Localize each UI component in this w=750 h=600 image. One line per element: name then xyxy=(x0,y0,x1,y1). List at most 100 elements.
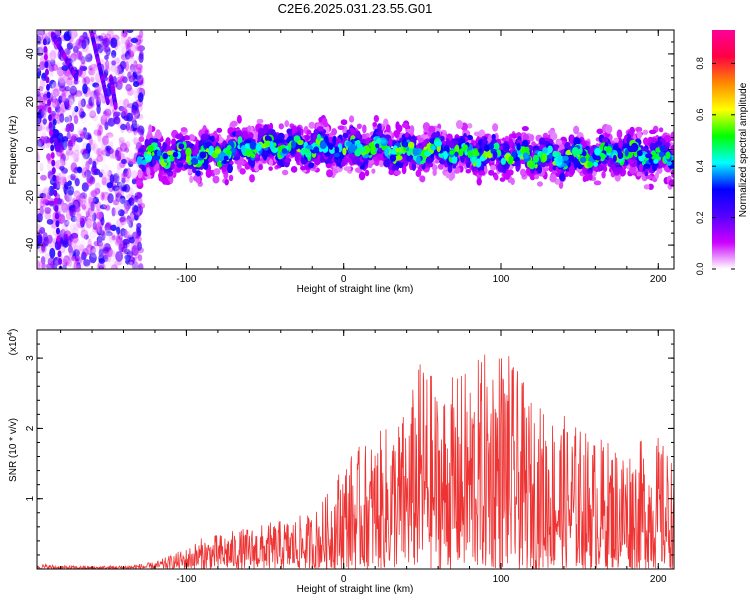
heatmap-cell xyxy=(64,86,71,92)
spectrogram-heatmap xyxy=(37,30,674,269)
heatmap-cell xyxy=(128,260,135,266)
heatmap-cell xyxy=(96,155,104,162)
heatmap-cell xyxy=(40,196,48,205)
heatmap-cell xyxy=(417,137,425,143)
heatmap-cell xyxy=(78,154,87,165)
heatmap-cell xyxy=(116,138,124,144)
heatmap-cell xyxy=(117,99,125,105)
heatmap-cell xyxy=(48,71,54,77)
heatmap-cell xyxy=(132,121,140,128)
heatmap-cell xyxy=(459,136,466,144)
heatmap-cell xyxy=(60,154,69,165)
heatmap-cell xyxy=(58,171,67,182)
heatmap-cell xyxy=(328,142,334,150)
heatmap-cell xyxy=(45,76,50,84)
heatmap-cell xyxy=(278,123,284,130)
heatmap-cell xyxy=(104,204,111,211)
heatmap-cell xyxy=(337,125,345,130)
heatmap-cell xyxy=(59,77,67,86)
heatmap-cell xyxy=(139,117,146,124)
heatmap-cell xyxy=(47,49,55,56)
heatmap-cell xyxy=(131,185,139,195)
heatmap-cell xyxy=(66,77,73,86)
heatmap-cell xyxy=(111,55,116,61)
heatmap-cell xyxy=(443,150,448,160)
heatmap-cell xyxy=(61,75,70,84)
heatmap-cell xyxy=(65,220,71,227)
heatmap-cell xyxy=(96,194,101,200)
heatmap-cell xyxy=(334,152,340,158)
heatmap-cell xyxy=(70,173,76,181)
heatmap-cell xyxy=(462,144,468,150)
heatmap-cell xyxy=(52,88,60,97)
heatmap-cell xyxy=(92,196,99,205)
heatmap-cell xyxy=(49,136,54,144)
heatmap-cell xyxy=(156,150,162,157)
heatmap-cell xyxy=(125,83,132,92)
heatmap-cell xyxy=(79,208,87,215)
heatmap-cell xyxy=(108,237,115,243)
heatmap-cell xyxy=(75,210,81,220)
heatmap-cell xyxy=(117,209,125,217)
heatmap-cell xyxy=(112,68,120,76)
heatmap-cell xyxy=(63,230,72,239)
heatmap-cell xyxy=(37,46,44,56)
heatmap-cell xyxy=(343,166,352,172)
heatmap-cell xyxy=(37,43,41,50)
heatmap-cell xyxy=(107,193,114,204)
heatmap-cell xyxy=(135,191,143,200)
heatmap-cell xyxy=(95,92,104,99)
heatmap-cell xyxy=(98,258,106,264)
heatmap-cell xyxy=(131,186,138,197)
heatmap-cell xyxy=(114,57,121,65)
heatmap-cell xyxy=(101,114,107,120)
heatmap-cell xyxy=(60,257,69,263)
heatmap-cell xyxy=(95,211,103,220)
heatmap-cell xyxy=(109,103,114,110)
heatmap-cell xyxy=(120,227,126,237)
heatmap-cell xyxy=(58,158,65,167)
heatmap-cell xyxy=(87,207,93,218)
heatmap-cell xyxy=(80,239,86,250)
heatmap-cell xyxy=(239,168,246,175)
heatmap-cell xyxy=(37,35,42,45)
heatmap-cell xyxy=(82,259,91,267)
heatmap-cell xyxy=(393,169,401,176)
heatmap-cell xyxy=(478,170,486,176)
heatmap-cell xyxy=(79,65,88,72)
heatmap-cell xyxy=(138,217,146,225)
heatmap-cell xyxy=(124,61,130,72)
heatmap-cell xyxy=(85,46,90,53)
heatmap-cell xyxy=(146,167,151,176)
heatmap-cell xyxy=(81,174,87,181)
heatmap-cell xyxy=(128,158,136,165)
heatmap-cell xyxy=(539,137,546,145)
heatmap-cell xyxy=(46,218,54,225)
heatmap-cell xyxy=(101,142,107,152)
heatmap-cell xyxy=(70,30,78,39)
heatmap-cell xyxy=(286,128,293,135)
heatmap-cell xyxy=(95,95,100,106)
heatmap-cell xyxy=(155,129,161,136)
heatmap-cell xyxy=(124,50,131,60)
heatmap-cell xyxy=(118,136,125,143)
heatmap-cell xyxy=(138,147,143,153)
heatmap-cell xyxy=(492,123,499,132)
heatmap-cell xyxy=(76,50,81,61)
heatmap-cell xyxy=(96,240,104,247)
heatmap-cell xyxy=(45,30,52,42)
heatmap-cell xyxy=(60,203,67,209)
heatmap-cell xyxy=(346,129,351,135)
heatmap-cell xyxy=(88,230,97,239)
heatmap-cell xyxy=(89,139,95,147)
heatmap-cell xyxy=(455,120,463,129)
heatmap-cell xyxy=(104,54,109,61)
heatmap-cell xyxy=(612,154,617,163)
heatmap-cell xyxy=(75,213,83,223)
heatmap-cell xyxy=(123,248,131,254)
heatmap-cell xyxy=(56,171,65,183)
heatmap-cell xyxy=(46,234,53,244)
heatmap-cell xyxy=(334,146,340,154)
heatmap-cell xyxy=(358,146,366,153)
heatmap-cell xyxy=(45,137,52,143)
